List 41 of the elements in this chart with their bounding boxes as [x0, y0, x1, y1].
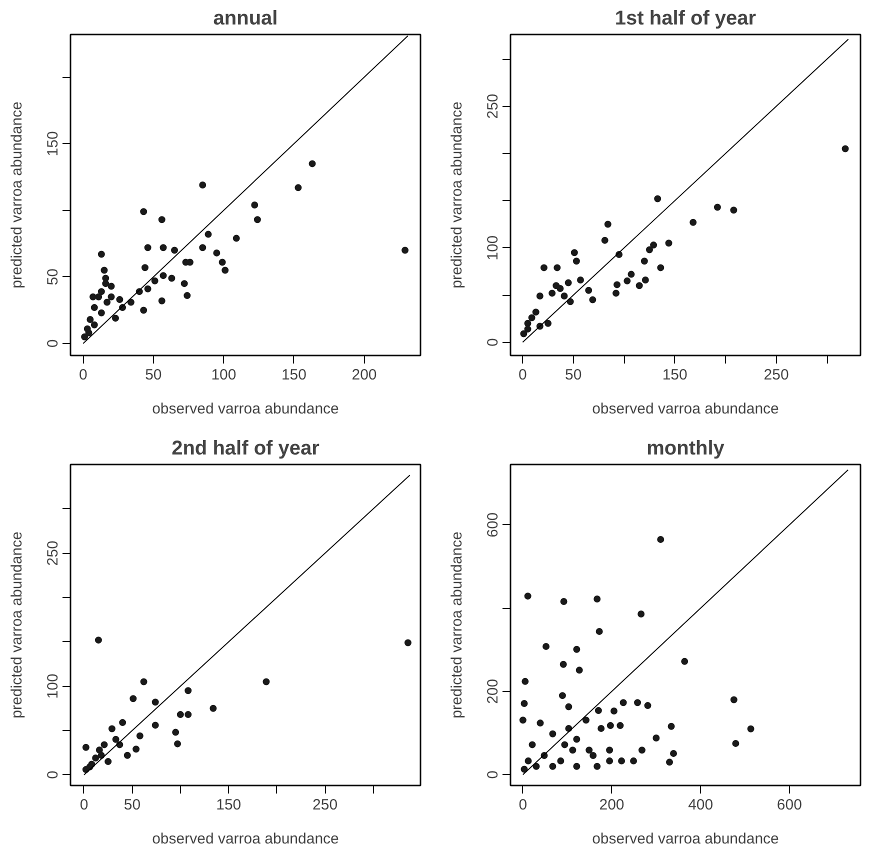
y-tick-label: 100 — [484, 235, 502, 260]
x-tick-label: 0 — [518, 796, 528, 814]
y-axis-title: predicted varroa abundance — [448, 532, 466, 718]
y-tick-label: 100 — [44, 674, 62, 699]
y-tick-label: 600 — [484, 512, 502, 538]
y-axis-title: predicted varroa abundance — [8, 102, 26, 288]
x-tick-label: 600 — [776, 796, 802, 814]
x-tick-label: 0 — [80, 796, 88, 814]
x-tick-label: 200 — [599, 796, 624, 814]
x-tick-label: 250 — [312, 796, 338, 814]
x-axis-title: observed varroa abundance — [592, 830, 779, 848]
y-tick-label: 0 — [484, 338, 502, 346]
x-tick-label: 50 — [145, 366, 162, 384]
x-tick-label: 150 — [662, 366, 688, 384]
y-tick-label: 150 — [44, 131, 62, 156]
x-axis-title: observed varroa abundance — [152, 830, 339, 848]
y-tick-label: 0 — [44, 339, 62, 348]
x-tick-label: 150 — [216, 796, 242, 814]
y-tick-label: 0 — [44, 770, 62, 780]
x-tick-label: 250 — [764, 366, 789, 384]
x-tick-label: 100 — [211, 366, 236, 384]
y-tick-label: 200 — [484, 678, 502, 704]
x-axis-title: observed varroa abundance — [592, 400, 779, 418]
chart-title: 2nd half of year — [172, 438, 320, 460]
chart-title: annual — [213, 8, 278, 30]
y-tick-label: 250 — [484, 94, 502, 119]
chart-title: 1st half of year — [614, 8, 756, 30]
x-tick-label: 150 — [281, 366, 307, 384]
x-tick-label: 200 — [352, 366, 377, 384]
y-tick-label: 250 — [44, 540, 62, 566]
x-tick-label: 50 — [565, 366, 582, 384]
x-tick-label: 50 — [124, 796, 141, 814]
x-tick-label: 0 — [78, 366, 88, 384]
x-tick-label: 400 — [688, 796, 714, 814]
x-axis-title: observed varroa abundance — [152, 400, 339, 418]
y-axis-title: predicted varroa abundance — [8, 532, 26, 718]
chart-title: monthly — [646, 438, 726, 460]
y-tick-label: 0 — [484, 770, 502, 779]
x-tick-label: 0 — [518, 366, 527, 384]
y-tick-label: 50 — [44, 268, 62, 286]
y-axis-title: predicted varroa abundance — [448, 102, 466, 288]
